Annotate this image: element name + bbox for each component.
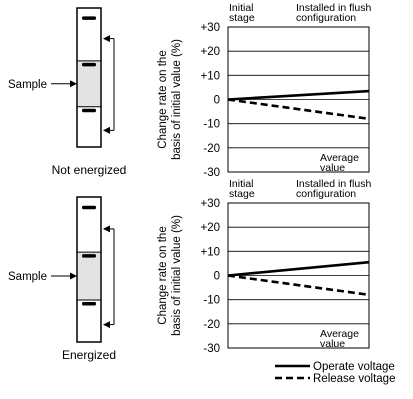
sample-unit [78, 252, 100, 300]
chart-2: Initial stage Installed in flush configurat… [157, 178, 371, 355]
operate-voltage-line [227, 89, 370, 101]
header-installed-configuration: Installed in flush configuration [296, 2, 371, 24]
y-tick-label: +30 [200, 198, 220, 210]
y-tick-label: -20 [203, 319, 220, 331]
y-tick-label: -10 [203, 295, 220, 307]
chart-1: Initial stage Installed in flush configurat… [157, 2, 371, 179]
sample-diagrams: Sample Not energized Sample Energized [8, 7, 127, 362]
sample-label: Sample [8, 79, 47, 91]
release-voltage-line [227, 274, 370, 297]
header-initial-stage: Initial stage [229, 178, 255, 200]
sample-unit [78, 60, 100, 107]
y-tick-label: +10 [200, 70, 220, 82]
y-tick-label: -10 [203, 119, 220, 131]
y-tick-label: -30 [203, 343, 220, 355]
sample-diagram-2: Sample Energized [8, 196, 116, 362]
header-initial-stage: Initial stage [229, 2, 255, 24]
header-installed-configuration: Installed in flush configuration [296, 178, 371, 200]
diagram-caption: Not energized [52, 163, 127, 177]
sample-diagram-1: Sample Not energized [8, 7, 127, 177]
operate-voltage-line [227, 260, 370, 277]
y-axis-label: Change rate on the basis of initial value… [157, 215, 183, 336]
average-value-annotation: Average value [320, 328, 359, 350]
y-axis-label: Change rate on the basis of initial value… [157, 39, 183, 160]
release-voltage-line [227, 98, 370, 121]
y-tick-label: 0 [214, 95, 220, 107]
legend-label: Operate voltage [313, 361, 395, 373]
average-value-annotation: Average value [320, 152, 359, 174]
contact-1 [82, 16, 96, 20]
contact-3 [82, 301, 96, 306]
y-tick-label: +20 [200, 46, 220, 58]
charts: Initial stage Installed in flush configurat… [157, 2, 371, 355]
contact-2 [82, 254, 96, 258]
contact-2 [82, 62, 96, 67]
y-tick-label: +30 [200, 22, 220, 34]
y-tick-label: 0 [214, 271, 220, 283]
contact-3 [82, 108, 96, 113]
legend-label: Release voltage [313, 373, 395, 385]
y-tick-label: -30 [203, 167, 220, 179]
y-tick-label: -20 [203, 143, 220, 155]
y-tick-label: +10 [200, 246, 220, 258]
diagram-caption: Energized [62, 348, 116, 362]
y-tick-label: +20 [200, 222, 220, 234]
sample-label: Sample [8, 271, 47, 283]
contact-1 [82, 205, 96, 210]
